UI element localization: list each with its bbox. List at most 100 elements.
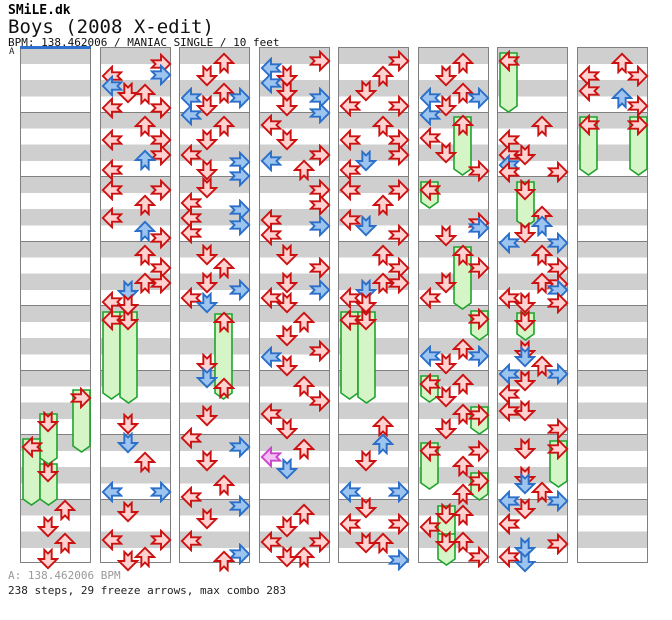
note-right-red: [309, 50, 331, 72]
note-right-blue: [150, 481, 172, 503]
note-left-red: [338, 159, 361, 181]
note-right-blue: [388, 549, 410, 571]
note-down-blue: [514, 551, 536, 573]
note-up-red: [212, 257, 235, 279]
note-down-red: [117, 309, 139, 331]
note-down-red: [435, 95, 457, 117]
note-left-red: [179, 287, 202, 309]
measure-line: [498, 498, 567, 500]
note-right-blue: [229, 436, 251, 458]
note-left-blue: [338, 481, 361, 503]
measure-line: [101, 176, 170, 177]
note-up-red: [133, 83, 156, 105]
note-right-red: [388, 95, 410, 117]
section-label: A: [9, 47, 15, 57]
note-up-red: [530, 244, 553, 266]
note-right-red: [309, 194, 331, 216]
note-left-red: [259, 224, 282, 246]
note-left-blue: [259, 346, 282, 368]
note-up-red: [292, 546, 315, 568]
note-down-red: [37, 548, 59, 570]
note-down-red: [514, 370, 536, 392]
note-left-red: [497, 513, 520, 535]
measure-line: [339, 176, 408, 177]
measure-line: [498, 176, 567, 177]
note-down-red: [435, 418, 457, 440]
note-up-red: [292, 311, 315, 333]
note-up-red: [212, 377, 235, 399]
note-up-red: [133, 115, 156, 137]
note-down-red: [435, 142, 457, 164]
measure-line: [419, 111, 488, 113]
note-right-red: [468, 546, 490, 568]
measure-line: [578, 305, 647, 306]
note-down-red: [37, 411, 59, 433]
note-down-blue: [117, 432, 139, 454]
freeze-arrow-left: [499, 52, 518, 113]
note-right-blue: [150, 64, 172, 86]
note-right-blue: [229, 495, 251, 517]
note-right-red: [388, 144, 410, 166]
note-down-blue: [514, 473, 536, 495]
footer-stats-line: 238 steps, 29 freeze arrows, max combo 2…: [8, 584, 287, 597]
measure-line: [260, 111, 329, 113]
note-down-red: [196, 405, 218, 427]
note-right-red: [388, 272, 410, 294]
note-down-red: [514, 400, 536, 422]
note-down-red: [37, 461, 59, 483]
note-left-red: [497, 546, 520, 568]
note-down-red: [355, 309, 377, 331]
note-up-red: [371, 415, 394, 437]
note-left-red: [20, 436, 43, 458]
note-down-red: [196, 129, 218, 151]
measure-line: [339, 111, 408, 113]
note-left-red: [497, 287, 520, 309]
note-up-red: [610, 52, 633, 74]
note-right-red: [547, 438, 569, 460]
measure-line: [419, 434, 488, 435]
note-down-red: [355, 450, 377, 472]
note-left-red: [577, 80, 600, 102]
note-down-red: [276, 244, 298, 266]
note-up-red: [133, 194, 156, 216]
measure-line: [578, 111, 647, 113]
note-up-red: [212, 52, 235, 74]
note-right-blue: [468, 217, 490, 239]
note-left-red: [338, 95, 361, 117]
note-down-blue: [355, 150, 377, 172]
note-down-red: [276, 418, 298, 440]
note-right-red: [150, 227, 172, 249]
measure-line: [180, 240, 249, 242]
note-down-red: [196, 177, 218, 199]
note-right-blue: [229, 165, 251, 187]
note-down-red: [435, 386, 457, 408]
note-down-red: [435, 272, 457, 294]
note-left-blue: [497, 232, 520, 254]
freeze-arrow-down: [356, 311, 376, 404]
note-up-red: [371, 194, 394, 216]
measure-line: [180, 434, 249, 435]
note-left-blue: [418, 345, 441, 367]
note-left-red: [259, 287, 282, 309]
note-left-red: [418, 373, 441, 395]
note-down-red: [196, 159, 218, 181]
measure-line: [21, 176, 90, 177]
note-right-red: [309, 390, 331, 412]
note-left-red: [179, 427, 202, 449]
note-down-blue: [196, 292, 218, 314]
note-right-red: [468, 470, 490, 492]
note-up-red: [451, 483, 474, 505]
note-right-red: [309, 257, 331, 279]
measure-line: [578, 369, 647, 371]
measure-line: [498, 434, 567, 435]
note-right-blue: [468, 345, 490, 367]
freeze-arrow-right: [71, 389, 91, 453]
measure-line: [260, 176, 329, 177]
freeze-arrow-left: [102, 311, 121, 400]
note-right-red: [150, 97, 172, 119]
note-up-red: [451, 531, 474, 553]
note-left-blue: [497, 490, 520, 512]
note-right-red: [388, 50, 410, 72]
measure-line: [339, 240, 408, 242]
freeze-arrow-left: [579, 116, 598, 176]
